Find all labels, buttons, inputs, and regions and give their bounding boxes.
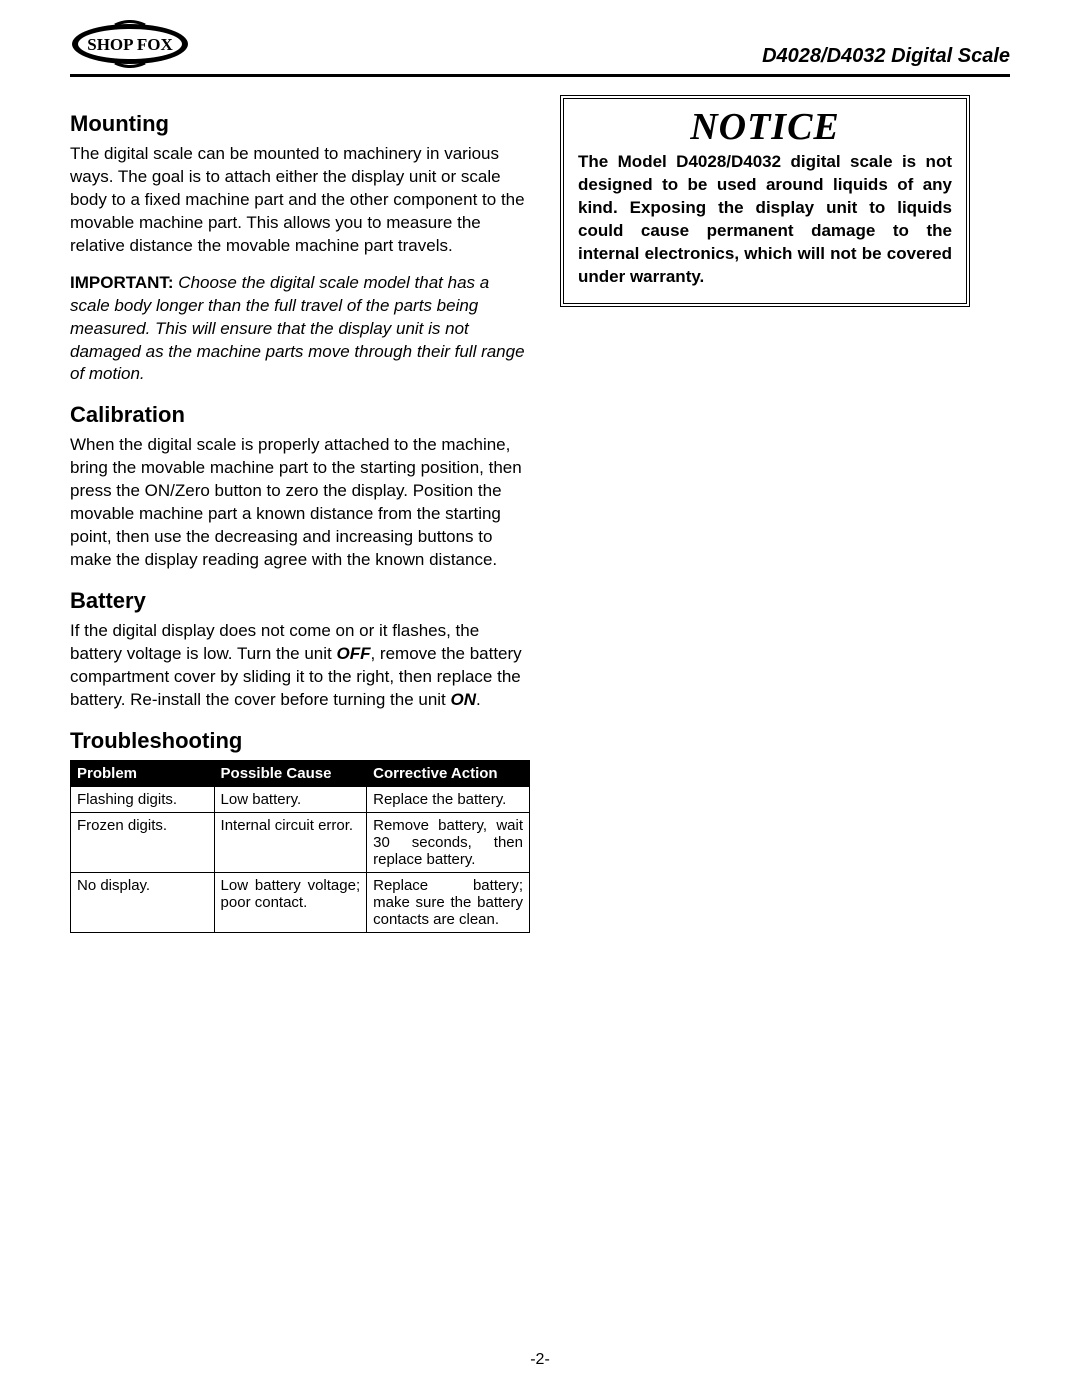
cell-action: Replace battery; make sure the battery c… [367, 872, 530, 932]
notice-box: NOTICE The Model D4028/D4032 digital sca… [560, 95, 970, 307]
cell-cause: Low battery voltage; poor contact. [214, 872, 367, 932]
troubleshooting-table: Problem Possible Cause Corrective Action… [70, 760, 530, 933]
table-row: Frozen digits. Internal circuit error. R… [71, 812, 530, 872]
cell-problem: Flashing digits. [71, 786, 215, 812]
cell-cause: Internal circuit error. [214, 812, 367, 872]
brand-logo: SHOP FOX [70, 20, 190, 68]
table-row: No display. Low battery voltage; poor co… [71, 872, 530, 932]
th-action: Corrective Action [367, 760, 530, 786]
battery-body: If the digital display does not come on … [70, 620, 530, 712]
notice-body: The Model D4028/D4032 digital scale is n… [578, 151, 952, 289]
logo-text: SHOP FOX [87, 35, 173, 54]
th-problem: Problem [71, 760, 215, 786]
page-header: SHOP FOX D4028/D4032 Digital Scale [70, 20, 1010, 77]
notice-title: NOTICE [578, 105, 952, 149]
th-cause: Possible Cause [214, 760, 367, 786]
cell-problem: Frozen digits. [71, 812, 215, 872]
content-columns: Mounting The digital scale can be mounte… [70, 95, 1010, 933]
mounting-heading: Mounting [70, 111, 530, 137]
calibration-body: When the digital scale is properly attac… [70, 434, 530, 572]
calibration-heading: Calibration [70, 402, 530, 428]
table-header-row: Problem Possible Cause Corrective Action [71, 760, 530, 786]
cell-action: Replace the battery. [367, 786, 530, 812]
document-title: D4028/D4032 Digital Scale [762, 45, 1010, 68]
mounting-body: The digital scale can be mounted to mach… [70, 143, 530, 258]
page: SHOP FOX D4028/D4032 Digital Scale Mount… [0, 0, 1080, 1397]
right-column: NOTICE The Model D4028/D4032 digital sca… [560, 95, 970, 933]
page-number: -2- [0, 1351, 1080, 1369]
cell-cause: Low battery. [214, 786, 367, 812]
table-row: Flashing digits. Low battery. Replace th… [71, 786, 530, 812]
battery-heading: Battery [70, 588, 530, 614]
mounting-important: IMPORTANT: Choose the digital scale mode… [70, 272, 530, 387]
cell-problem: No display. [71, 872, 215, 932]
important-label: IMPORTANT: [70, 273, 174, 292]
battery-off: OFF [336, 644, 370, 663]
battery-on: ON [451, 690, 477, 709]
left-column: Mounting The digital scale can be mounte… [70, 95, 530, 933]
cell-action: Remove battery, wait 30 seconds, then re… [367, 812, 530, 872]
troubleshooting-heading: Troubleshooting [70, 728, 530, 754]
battery-post: . [476, 690, 481, 709]
